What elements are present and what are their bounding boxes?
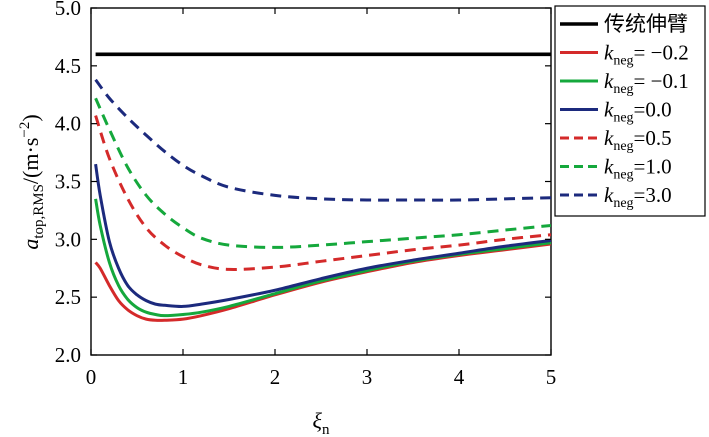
y-tick-label: 4.0	[55, 112, 81, 136]
legend-label-6: kneg=3.0	[604, 183, 672, 211]
y-tick-label: 3.0	[55, 227, 81, 251]
x-tick-label: 0	[86, 365, 97, 389]
y-tick-label: 4.5	[55, 54, 81, 78]
legend-label-4: kneg=0.5	[604, 126, 672, 154]
x-axis: 0 1 2 3 4 5	[86, 8, 557, 389]
series-layer	[94, 52, 551, 322]
legend-label-1: kneg= −0.2	[604, 41, 689, 69]
series-line-4	[94, 115, 551, 271]
y-tick-label: 5.0	[55, 0, 81, 20]
legend-label-5: kneg=1.0	[604, 155, 672, 183]
x-tick-label: 1	[178, 365, 189, 389]
series-line-5	[94, 97, 551, 249]
legend-label-0: 传统伸臂	[604, 12, 688, 36]
x-tick-label: 2	[270, 365, 281, 389]
legend-label-2: kneg= −0.1	[604, 69, 689, 97]
y-axis-title: atop,RMS/(m·s−2)	[17, 114, 47, 249]
legend-label-3: kneg=0.0	[604, 98, 672, 126]
series-line-3	[94, 163, 551, 308]
series-line-6	[94, 78, 551, 202]
plot-area	[90, 7, 552, 356]
y-tick-label: 3.5	[55, 170, 81, 194]
x-tick-label: 5	[546, 365, 557, 389]
x-tick-label: 4	[454, 365, 465, 389]
x-axis-title: ξn	[313, 408, 330, 437]
y-tick-label: 2.0	[55, 343, 81, 367]
x-tick-label: 3	[362, 365, 373, 389]
y-axis: 2.0 2.5 3.0 3.5 4.0 4.5 5.0	[55, 0, 551, 367]
y-tick-label: 2.5	[55, 285, 81, 309]
